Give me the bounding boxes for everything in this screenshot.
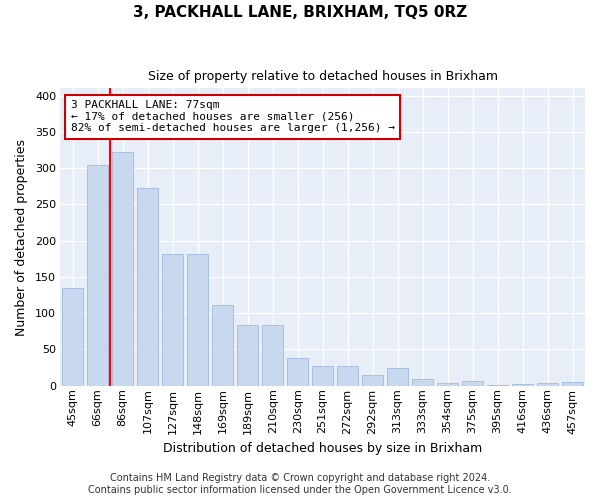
Bar bbox=[262, 325, 283, 386]
Bar bbox=[87, 164, 109, 386]
Bar bbox=[212, 304, 233, 386]
Text: 3, PACKHALL LANE, BRIXHAM, TQ5 0RZ: 3, PACKHALL LANE, BRIXHAM, TQ5 0RZ bbox=[133, 5, 467, 20]
Bar bbox=[462, 382, 483, 386]
Bar bbox=[287, 358, 308, 386]
Text: Contains HM Land Registry data © Crown copyright and database right 2024.
Contai: Contains HM Land Registry data © Crown c… bbox=[88, 474, 512, 495]
Bar bbox=[112, 152, 133, 386]
Bar bbox=[437, 383, 458, 386]
Bar bbox=[312, 366, 333, 386]
Bar bbox=[412, 379, 433, 386]
Text: 3 PACKHALL LANE: 77sqm
← 17% of detached houses are smaller (256)
82% of semi-de: 3 PACKHALL LANE: 77sqm ← 17% of detached… bbox=[71, 100, 395, 134]
Bar bbox=[137, 188, 158, 386]
X-axis label: Distribution of detached houses by size in Brixham: Distribution of detached houses by size … bbox=[163, 442, 482, 455]
Title: Size of property relative to detached houses in Brixham: Size of property relative to detached ho… bbox=[148, 70, 497, 83]
Bar bbox=[237, 325, 258, 386]
Bar bbox=[487, 385, 508, 386]
Bar bbox=[62, 288, 83, 386]
Bar bbox=[537, 383, 558, 386]
Bar bbox=[512, 384, 533, 386]
Bar bbox=[187, 254, 208, 386]
Bar bbox=[337, 366, 358, 386]
Bar bbox=[387, 368, 408, 386]
Bar bbox=[362, 375, 383, 386]
Bar bbox=[562, 382, 583, 386]
Bar bbox=[162, 254, 184, 386]
Y-axis label: Number of detached properties: Number of detached properties bbox=[15, 138, 28, 336]
